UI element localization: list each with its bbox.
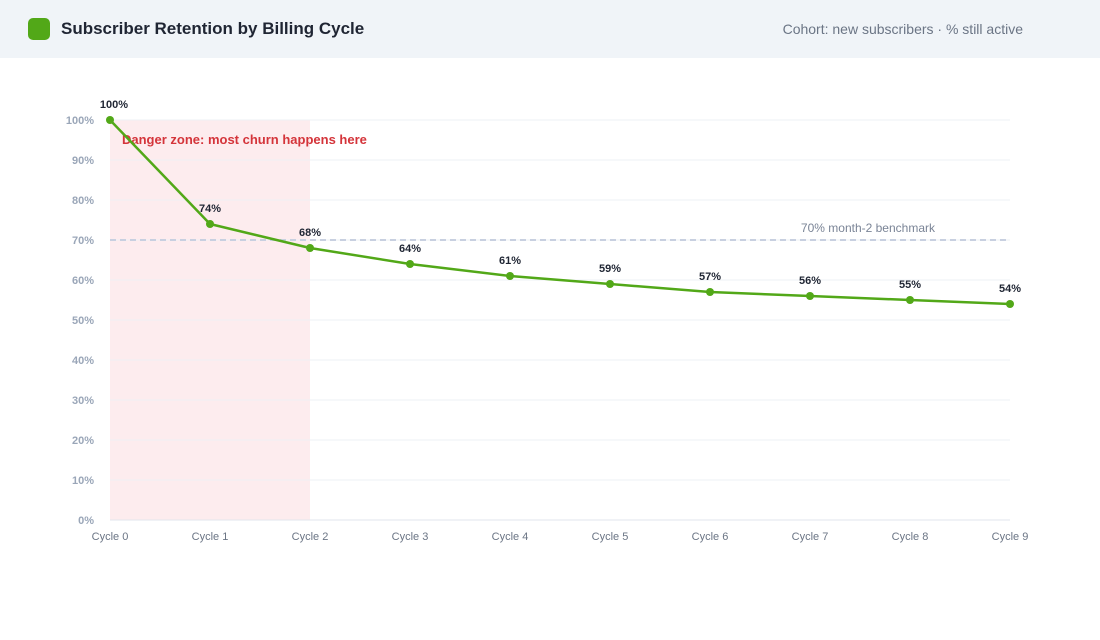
danger-zone-label: Danger zone: most churn happens here — [122, 132, 367, 147]
y-tick-label: 40% — [72, 355, 94, 367]
x-tick-label: Cycle 1 — [192, 531, 229, 543]
data-label: 54% — [999, 283, 1021, 295]
chart-header: Subscriber Retention by Billing Cycle Co… — [0, 0, 1100, 58]
y-tick-label: 0% — [78, 515, 94, 527]
data-label: 56% — [799, 275, 821, 287]
data-point — [206, 220, 214, 228]
x-tick-label: Cycle 7 — [792, 531, 829, 543]
data-label: 59% — [599, 263, 621, 275]
data-point — [706, 288, 714, 296]
x-tick-label: Cycle 6 — [692, 531, 729, 543]
data-point — [406, 260, 414, 268]
data-label: 64% — [399, 243, 421, 255]
x-tick-label: Cycle 5 — [592, 531, 629, 543]
y-tick-label: 100% — [66, 115, 94, 127]
data-point — [906, 296, 914, 304]
x-tick-label: Cycle 2 — [292, 531, 329, 543]
x-tick-label: Cycle 0 — [92, 531, 129, 543]
data-label: 55% — [899, 279, 921, 291]
data-point — [506, 272, 514, 280]
benchmark-label: 70% month-2 benchmark — [801, 221, 936, 235]
retention-series-line — [109, 119, 1011, 306]
x-tick-label: Cycle 9 — [992, 531, 1029, 543]
data-point — [806, 292, 814, 300]
data-label: 74% — [199, 203, 221, 215]
y-tick-label: 50% — [72, 315, 94, 327]
data-label: 61% — [499, 255, 521, 267]
data-label: 68% — [299, 227, 321, 239]
data-point — [1006, 300, 1014, 308]
data-label: 100% — [100, 99, 128, 111]
x-tick-label: Cycle 8 — [892, 531, 929, 543]
y-tick-label: 20% — [72, 435, 94, 447]
data-point — [106, 116, 114, 124]
chart-subtitle: Cohort: new subscribers · % still active — [782, 21, 1023, 37]
chart-title: Subscriber Retention by Billing Cycle — [61, 19, 365, 38]
data-point — [306, 244, 314, 252]
data-point — [606, 280, 614, 288]
green-square-icon — [28, 18, 50, 40]
x-tick-label: Cycle 3 — [392, 531, 429, 543]
y-tick-label: 10% — [72, 475, 94, 487]
x-tick-label: Cycle 4 — [492, 531, 529, 543]
data-label: 57% — [699, 271, 721, 283]
y-tick-label: 30% — [72, 395, 94, 407]
y-tick-label: 70% — [72, 235, 94, 247]
y-tick-label: 60% — [72, 275, 94, 287]
y-tick-label: 90% — [72, 155, 94, 167]
y-tick-label: 80% — [72, 195, 94, 207]
